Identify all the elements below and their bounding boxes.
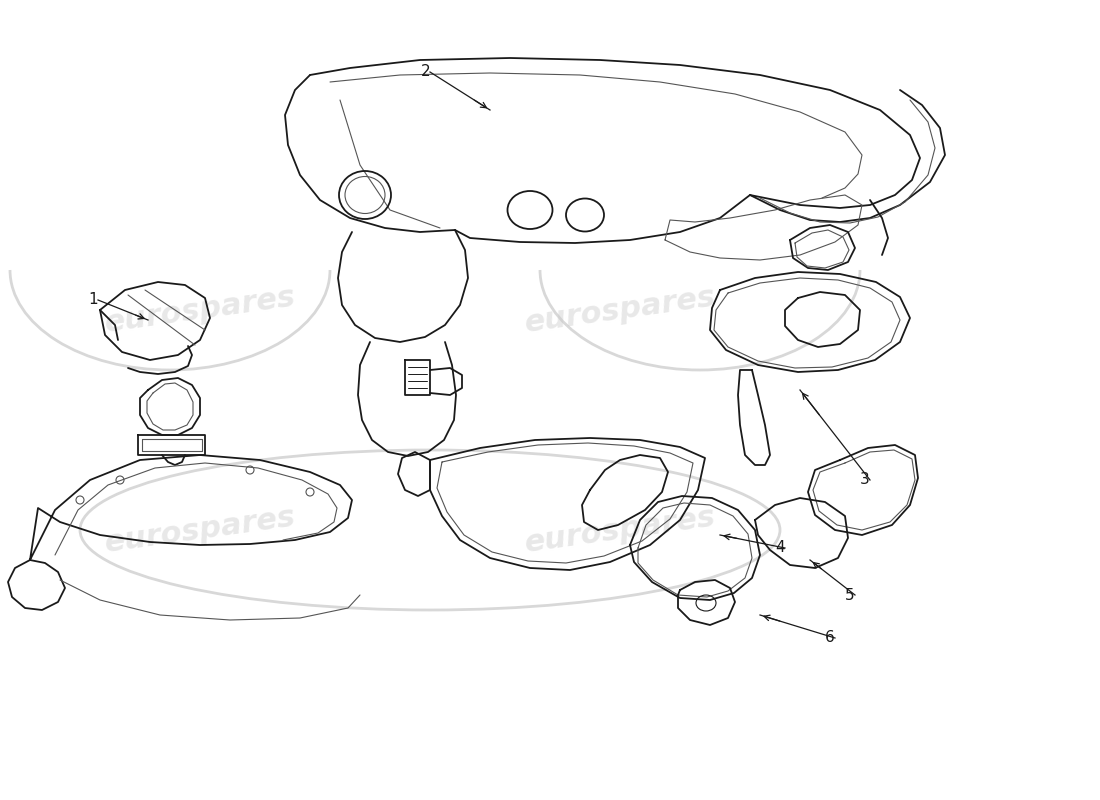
Text: 3: 3: [860, 473, 870, 487]
Text: eurospares: eurospares: [522, 502, 717, 558]
Text: 6: 6: [825, 630, 835, 646]
Text: 4: 4: [776, 541, 785, 555]
Text: eurospares: eurospares: [522, 282, 717, 338]
Text: 1: 1: [88, 293, 98, 307]
Text: 2: 2: [420, 65, 430, 79]
Text: eurospares: eurospares: [102, 282, 297, 338]
Text: 5: 5: [846, 587, 855, 602]
Text: eurospares: eurospares: [102, 502, 297, 558]
